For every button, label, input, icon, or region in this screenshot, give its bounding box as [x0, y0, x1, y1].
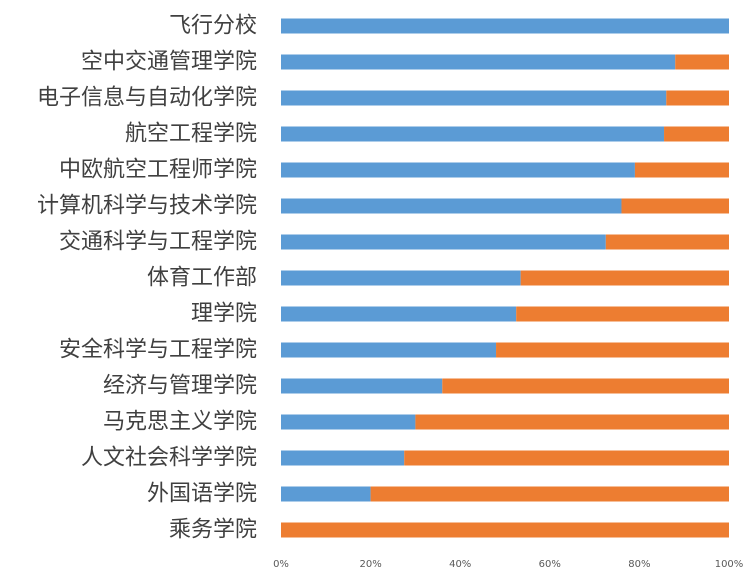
bar-segment-series-1 — [281, 126, 665, 142]
category-label: 中欧航空工程师学院 — [59, 158, 257, 183]
bar-segment-series-1 — [281, 90, 667, 106]
x-tick-label: 60% — [539, 559, 561, 570]
bar-segment-series-2 — [605, 234, 729, 250]
bar-segment-series-2 — [404, 450, 729, 466]
bar-segment-series-1 — [281, 270, 521, 286]
category-label: 马克思主义学院 — [103, 410, 257, 435]
bar-segment-series-1 — [281, 198, 622, 214]
bar-segment-series-1 — [281, 342, 497, 358]
x-tick-label: 80% — [628, 559, 650, 570]
bar-segment-series-2 — [520, 270, 729, 286]
x-tick-label: 100% — [715, 559, 744, 570]
category-label: 交通科学与工程学院 — [59, 230, 257, 255]
category-label: 电子信息与自动化学院 — [37, 86, 257, 111]
category-label: 飞行分校 — [169, 14, 257, 39]
bar-segment-series-1 — [281, 378, 443, 394]
bars-layer — [281, 18, 729, 538]
x-tick-label: 20% — [359, 559, 381, 570]
category-label: 经济与管理学院 — [103, 374, 257, 399]
bar-segment-series-1 — [281, 234, 606, 250]
bar-segment-series-2 — [666, 90, 729, 106]
bar-segment-series-2 — [415, 414, 729, 430]
bar-segment-series-2 — [516, 306, 729, 322]
bar-segment-series-2 — [621, 198, 729, 214]
bar-segment-series-2 — [664, 126, 729, 142]
category-label: 外国语学院 — [147, 482, 257, 507]
category-label: 体育工作部 — [147, 266, 257, 291]
bar-segment-series-1 — [281, 414, 416, 430]
category-label: 航空工程学院 — [125, 122, 257, 147]
x-tick-label: 0% — [273, 559, 289, 570]
bar-segment-series-2 — [442, 378, 729, 394]
x-tick-label: 40% — [449, 559, 471, 570]
bar-segment-series-1 — [281, 306, 517, 322]
bar-segment-series-2 — [370, 486, 729, 502]
bar-segment-series-2 — [675, 54, 729, 70]
bar-segment-series-2 — [634, 162, 729, 178]
bar-segment-series-2 — [281, 522, 729, 538]
category-labels: 飞行分校空中交通管理学院电子信息与自动化学院航空工程学院中欧航空工程师学院计算机… — [37, 14, 257, 543]
category-label: 理学院 — [191, 302, 257, 327]
bar-segment-series-1 — [281, 54, 676, 70]
category-label: 人文社会科学学院 — [81, 446, 257, 471]
bar-segment-series-1 — [281, 162, 635, 178]
x-axis-ticks: 0% 20% 40% 60% 80% 100% — [273, 559, 743, 570]
bar-segment-series-1 — [281, 450, 405, 466]
category-label: 空中交通管理学院 — [81, 50, 257, 75]
bar-segment-series-1 — [281, 486, 371, 502]
bar-segment-series-2 — [496, 342, 729, 358]
category-label: 安全科学与工程学院 — [59, 338, 257, 363]
category-label: 乘务学院 — [169, 518, 257, 543]
category-label: 计算机科学与技术学院 — [37, 194, 257, 219]
bar-segment-series-1 — [281, 18, 729, 34]
